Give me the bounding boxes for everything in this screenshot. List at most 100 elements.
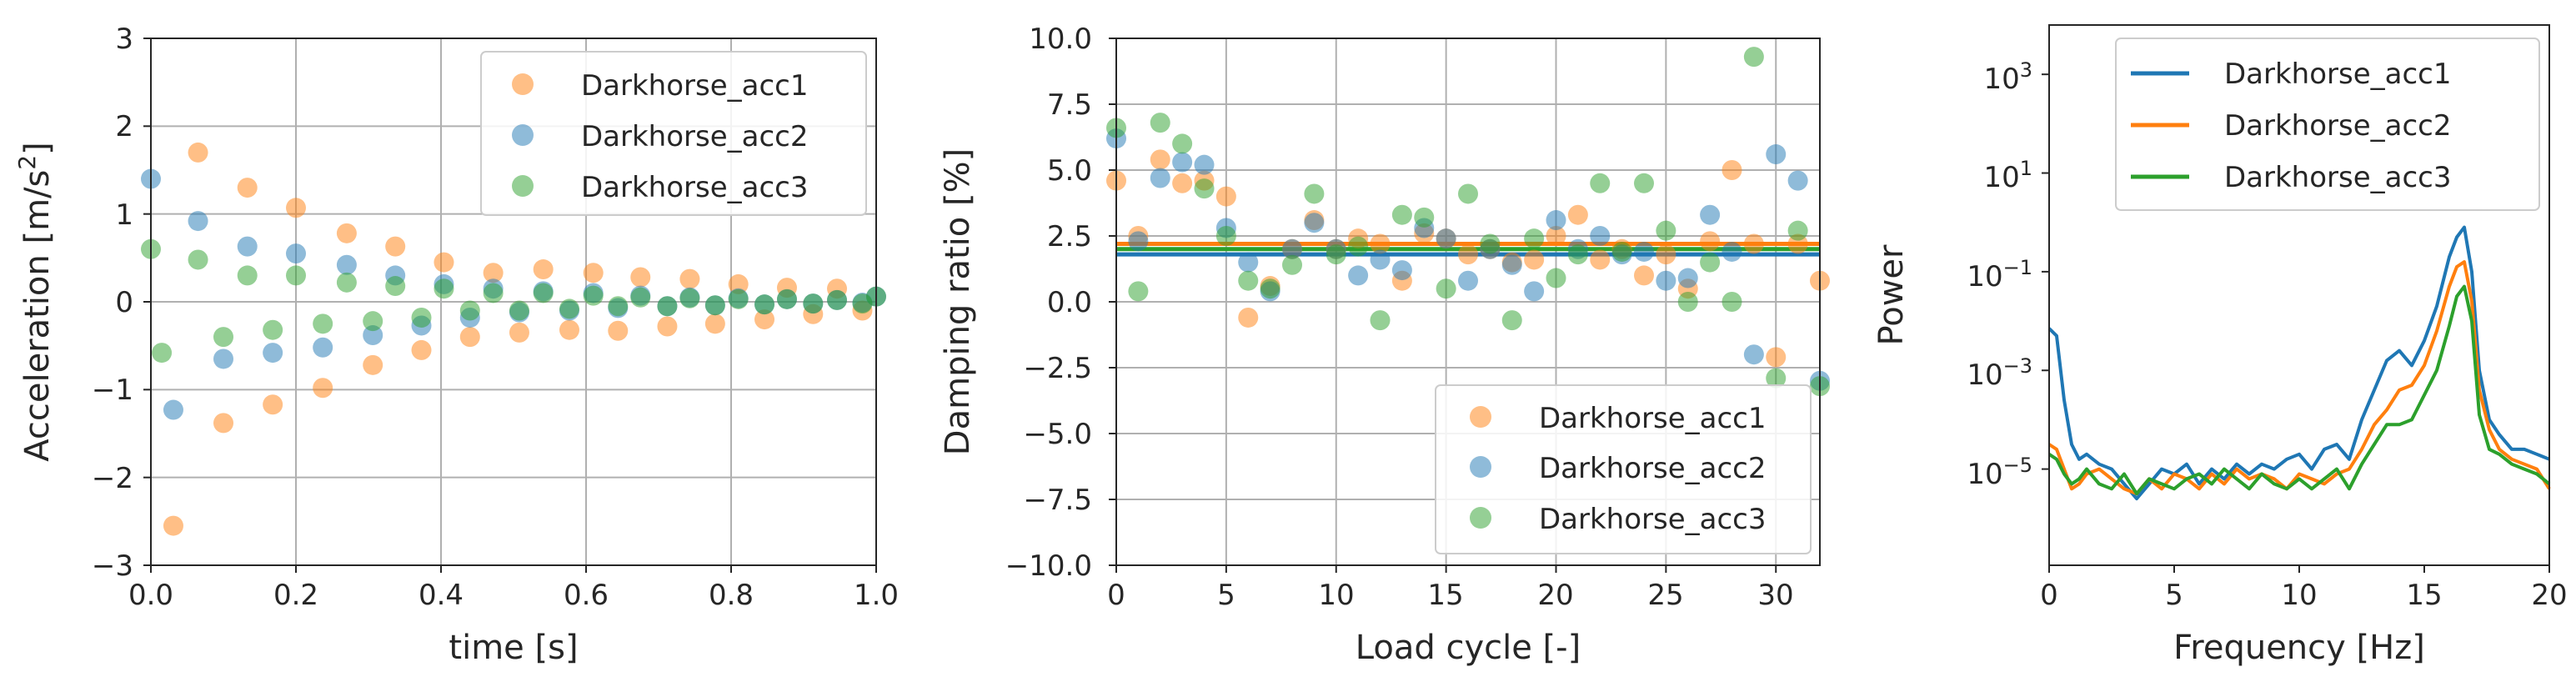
- data-point: [237, 178, 258, 198]
- y-axis-label: Damping ratio [%]: [939, 148, 977, 455]
- data-point: [1348, 236, 1369, 257]
- data-point: [1215, 226, 1236, 246]
- data-point: [1172, 173, 1193, 193]
- y-axis-label: Acceleration [m/s2]: [13, 142, 58, 462]
- data-point: [1766, 368, 1787, 389]
- data-point: [1391, 204, 1412, 225]
- data-point: [1634, 265, 1654, 286]
- data-point: [1524, 228, 1545, 249]
- data-point: [1743, 47, 1764, 68]
- data-points: [1106, 47, 1830, 397]
- x-tick-labels: 0 5 10 15 20 25 30: [1107, 579, 1793, 612]
- legend-box: [480, 51, 867, 216]
- data-point: [608, 320, 629, 341]
- legend-box: [2115, 38, 2540, 211]
- data-point: [411, 307, 432, 328]
- y-tick-label: 10.0: [1029, 23, 1092, 56]
- y-tick-label: 5.0: [1047, 154, 1092, 188]
- data-point: [263, 394, 283, 415]
- data-point: [1787, 170, 1808, 191]
- data-point: [363, 354, 383, 375]
- data-point: [1546, 210, 1566, 231]
- data-point: [803, 293, 824, 314]
- legend-marker: [1470, 406, 1491, 428]
- data-point: [1304, 183, 1325, 204]
- data-point: [1370, 233, 1391, 254]
- data-point: [286, 198, 306, 218]
- legend: Darkhorse_acc1 Darkhorse_acc2 Darkhorse_…: [2115, 38, 2540, 211]
- data-point: [1546, 268, 1566, 288]
- data-point: [385, 276, 406, 297]
- data-point: [1787, 220, 1808, 241]
- legend-box: [1435, 384, 1812, 554]
- x-axis-label: Load cycle [-]: [1356, 629, 1581, 667]
- data-point: [1634, 241, 1654, 262]
- y-tick-labels: −3 −2 −1 0 1 2 3: [92, 23, 133, 583]
- data-point: [1677, 268, 1698, 288]
- data-point: [630, 267, 651, 288]
- data-point: [509, 322, 529, 343]
- legend-label: Darkhorse_acc3: [581, 171, 809, 204]
- legend-marker: [512, 73, 534, 95]
- data-point: [188, 211, 208, 232]
- data-point: [411, 339, 432, 360]
- data-point: [363, 325, 383, 346]
- data-point: [679, 268, 700, 289]
- data-point: [1172, 152, 1193, 173]
- data-point: [237, 265, 258, 286]
- data-point: [1128, 281, 1149, 302]
- legend: Darkhorse_acc1 Darkhorse_acc2 Darkhorse_…: [1435, 384, 1812, 554]
- y-tick-label: −2: [92, 462, 133, 495]
- data-point: [1370, 249, 1391, 270]
- data-point: [1567, 204, 1588, 225]
- y-tick-label: −3: [92, 549, 133, 583]
- data-point: [213, 349, 233, 369]
- data-point: [1766, 144, 1787, 165]
- data-point: [1282, 254, 1302, 275]
- data-point: [213, 327, 233, 348]
- legend-marker: [1470, 456, 1491, 478]
- data-point: [213, 413, 233, 434]
- data-point: [1215, 186, 1236, 207]
- data-point: [754, 309, 775, 330]
- x-tick-label: 15: [2406, 579, 2442, 612]
- data-point: [1567, 244, 1588, 265]
- data-point: [1172, 133, 1193, 154]
- data-point: [483, 263, 504, 283]
- data-point: [1260, 278, 1280, 299]
- legend-label: Darkhorse_acc3: [2224, 161, 2452, 194]
- y-tick-label: 103: [1983, 58, 2032, 96]
- y-tick-labels: −10.0 −7.5 −5.0 −2.5 0.0 2.5 5.0 7.5 10.…: [1005, 23, 1092, 583]
- data-point: [608, 296, 629, 317]
- data-point: [1238, 270, 1259, 291]
- x-tick-label: 30: [1757, 579, 1793, 612]
- legend-label: Darkhorse_acc2: [2224, 109, 2452, 143]
- data-point: [1128, 231, 1149, 252]
- data-point: [559, 319, 579, 340]
- data-point: [1458, 183, 1478, 204]
- data-point: [754, 294, 775, 315]
- data-point: [1722, 160, 1742, 180]
- data-point: [1238, 307, 1259, 328]
- data-point: [1150, 113, 1170, 133]
- data-point: [188, 249, 208, 270]
- data-point: [263, 343, 283, 364]
- x-tick-labels: 0 5 10 15 20: [2040, 579, 2567, 612]
- x-axis-label: Frequency [Hz]: [2173, 629, 2425, 667]
- data-point: [1304, 213, 1325, 233]
- power-spectrum-chart: 0 5 10 15 20 103 101 10−1 10−3 10−5 Freq…: [1872, 24, 2568, 667]
- data-point: [1656, 220, 1676, 241]
- data-points: [141, 142, 886, 536]
- data-point: [1150, 168, 1170, 188]
- legend: Darkhorse_acc1 Darkhorse_acc2 Darkhorse_…: [480, 51, 867, 216]
- data-point: [583, 263, 604, 283]
- x-tick-label: 20: [2531, 579, 2567, 612]
- data-point: [1524, 281, 1545, 302]
- data-point: [657, 316, 678, 337]
- data-point: [728, 288, 749, 309]
- x-tick-label: 0.0: [128, 579, 173, 612]
- data-point: [336, 272, 357, 293]
- x-tick-label: 0.4: [418, 579, 464, 612]
- data-point: [1238, 252, 1259, 273]
- data-point: [583, 285, 604, 306]
